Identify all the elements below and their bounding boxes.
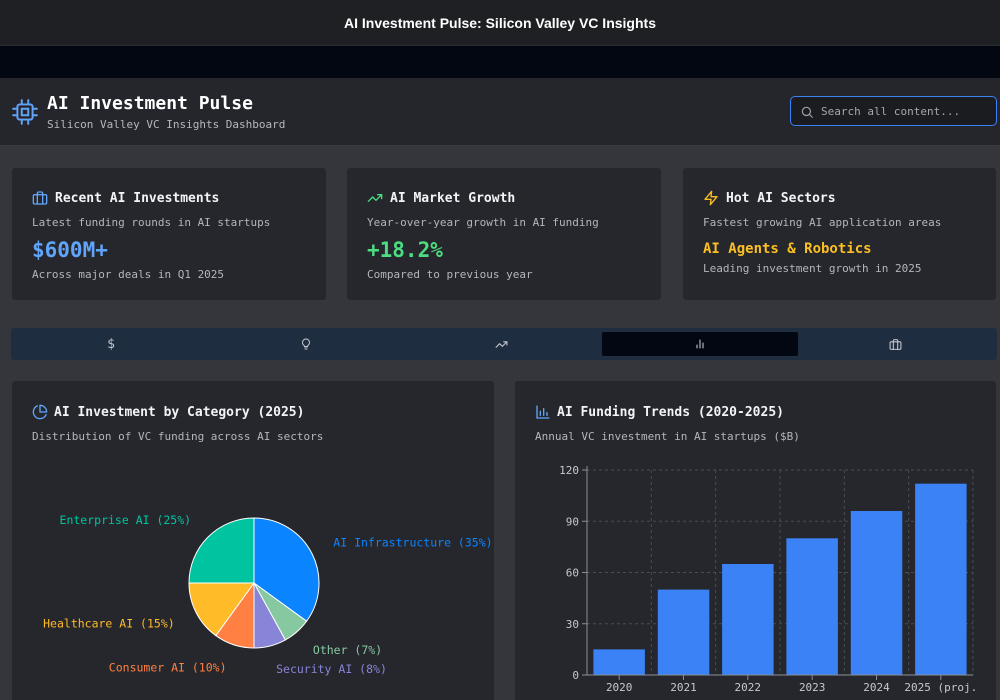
trending-up-icon [367,194,383,202]
tab-insights[interactable] [208,332,404,356]
bar-2023[interactable] [786,538,838,675]
tab-portfolio[interactable] [797,332,993,356]
panel-funding-trends: AI Funding Trends (2020-2025) Annual VC … [514,380,997,700]
search-icon [801,106,813,118]
pie-slice-label: AI Infrastructure (35%) [333,536,492,550]
bar-chart-icon [696,339,704,349]
search-box[interactable] [790,96,997,126]
tab-charts[interactable] [602,332,798,356]
panel-title: AI Funding Trends (2020-2025) [535,404,784,420]
view-tabs: $ [11,328,997,360]
stat-card-description: Year-over-year growth in AI funding [367,216,599,229]
panel-title-text: AI Investment by Category (2025) [54,404,305,420]
stat-card-recent-investments: Recent AI Investments Latest funding rou… [11,167,327,301]
panel-title-text: AI Funding Trends (2020-2025) [557,404,784,420]
bar-2022[interactable] [722,564,774,675]
pie-slice-label: Other (7%) [313,643,382,657]
stat-card-title-text: Recent AI Investments [55,190,220,206]
panel-description: Distribution of VC funding across AI sec… [32,430,324,443]
pie-slice-label: Enterprise AI (25%) [60,513,192,527]
pie-slice[interactable] [188,517,255,584]
tab-investments[interactable]: $ [13,332,209,356]
stat-card-title-text: AI Market Growth [390,190,516,206]
window-title-bar: AI Investment Pulse: Silicon Valley VC I… [0,0,1000,46]
stat-card-note: Compared to previous year [367,268,533,281]
x-tick-label: 2023 [799,681,826,694]
x-tick-label: 2021 [670,681,697,694]
stat-card-note: Across major deals in Q1 2025 [32,268,225,281]
y-tick-label: 0 [572,669,579,682]
y-tick-label: 60 [566,567,579,580]
stat-card-description: Fastest growing AI application areas [703,216,942,229]
browser-nav-strip [0,46,1000,78]
pie-slice-label: Healthcare AI (15%) [43,616,175,630]
pie-slice-label: Consumer AI (10%) [109,661,227,675]
bar-chart: 0 30 60 90 120 2020 2021 2022 2023 2024 2025 (proj… [559,464,977,694]
stat-card-note: Leading investment growth in 2025 [703,262,922,275]
x-tick-label: 2024 [863,681,890,694]
briefcase-icon [889,338,901,350]
y-tick-label: 90 [566,515,579,528]
cpu-icon [12,99,38,125]
stat-card-title: AI Market Growth [367,190,515,206]
app-header: AI Investment Pulse Silicon Valley VC In… [0,78,1000,146]
bar-2025[interactable] [915,483,967,675]
stat-card-value: AI Agents & Robotics [703,241,872,257]
y-tick-label: 30 [566,618,579,631]
bar-2021[interactable] [657,589,710,675]
page-title: AI Investment Pulse [47,93,253,114]
x-tick-label: 2022 [735,681,762,694]
panel-investment-by-category: AI Investment by Category (2025) Distrib… [11,380,495,700]
page-subtitle: Silicon Valley VC Insights Dashboard [47,118,286,131]
panel-title: AI Investment by Category (2025) [32,404,304,420]
stat-card-value: $600M+ [32,238,108,262]
lightning-icon [704,190,718,206]
lightbulb-icon [302,338,310,350]
pie-slice-label: Security AI (8%) [276,662,387,676]
pie-slice[interactable] [253,517,320,622]
stat-card-hot-sectors: Hot AI Sectors Fastest growing AI applic… [682,167,997,301]
stat-card-value: +18.2% [367,238,443,262]
pie-chart: AI Infrastructure (35%) Other (7%) Securit… [43,513,492,676]
y-tick-label: 120 [559,464,579,477]
stat-card-market-growth: AI Market Growth Year-over-year growth i… [346,167,662,301]
tab-growth[interactable] [403,332,599,356]
trending-up-icon [495,340,507,348]
x-tick-label: 2020 [606,681,633,694]
panel-description: Annual VC investment in AI startups ($B) [535,430,800,443]
stat-card-description: Latest funding rounds in AI startups [32,216,271,229]
search-input[interactable] [821,98,991,124]
dollar-icon: $ [107,336,115,352]
bar-2020[interactable] [593,649,645,675]
briefcase-icon [32,191,48,205]
stat-card-title: Recent AI Investments [32,190,219,206]
bar-2024[interactable] [850,511,903,675]
pie-chart-icon [32,404,48,420]
x-tick-label: 2025 (proj. [904,681,977,694]
stat-card-title-text: Hot AI Sectors [726,190,836,206]
window-title: AI Investment Pulse: Silicon Valley VC I… [344,14,656,31]
pie-slice[interactable] [188,582,255,637]
bar-chart-icon [536,405,550,419]
stat-card-title: Hot AI Sectors [703,190,836,206]
